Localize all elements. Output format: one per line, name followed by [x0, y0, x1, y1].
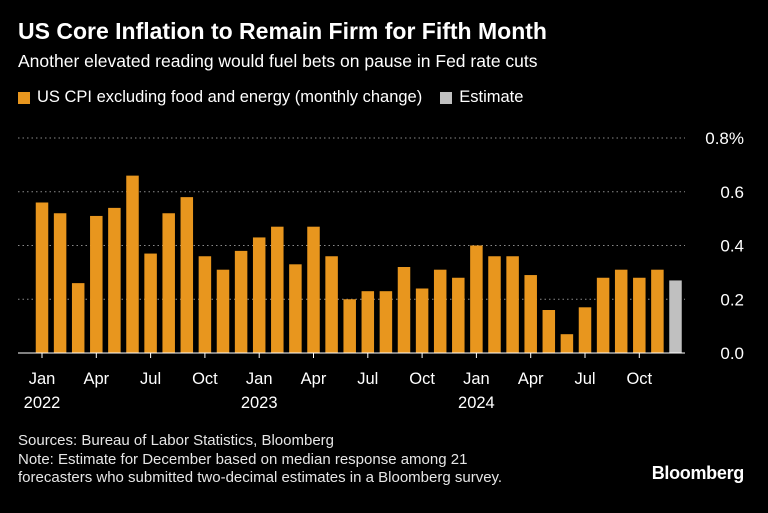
bar-cpi: [415, 288, 429, 353]
x-tick-label: Jul: [140, 370, 161, 388]
bar-cpi: [524, 275, 537, 353]
x-tick-label: Apr: [518, 370, 544, 388]
legend-swatch-estimate: [440, 91, 453, 104]
bar-cpi: [651, 269, 664, 353]
chart-title: US Core Inflation to Remain Firm for Fif…: [18, 18, 547, 44]
bar-cpi: [397, 267, 411, 353]
bar-cpi: [361, 291, 375, 353]
bar-cpi: [144, 253, 157, 353]
bar-cpi: [578, 307, 592, 353]
bar-cpi: [452, 277, 465, 353]
footer-note-line2: forecasters who submitted two-decimal es…: [18, 469, 503, 486]
x-year-label: 2022: [24, 394, 61, 412]
bar-cpi: [560, 334, 574, 353]
bar-cpi: [252, 237, 266, 353]
bar-cpi: [53, 213, 67, 353]
bar-cpi: [271, 226, 284, 353]
bar-cpi: [126, 175, 139, 354]
x-year-label: 2023: [241, 394, 278, 412]
bar-estimate: [669, 280, 682, 353]
bar-cpi: [470, 245, 483, 353]
footer-note-line1: Note: Estimate for December based on med…: [18, 450, 468, 468]
bar-cpi: [289, 264, 302, 353]
y-tick-label: 0.0: [720, 344, 744, 363]
chart-subtitle: Another elevated reading would fuel bets…: [18, 51, 538, 71]
x-tick-label: Jan: [463, 370, 490, 388]
bar-cpi: [162, 213, 175, 353]
legend-item-estimate: Estimate: [440, 88, 523, 107]
x-tick-label: Oct: [409, 370, 435, 388]
legend-swatch-cpi: [18, 91, 30, 104]
bar-cpi: [596, 277, 610, 353]
x-year-label: 2024: [458, 394, 495, 412]
bar-cpi: [433, 269, 447, 353]
bar-cpi: [216, 269, 230, 353]
x-tick-label: Oct: [192, 370, 218, 388]
bar-cpi: [506, 256, 519, 353]
legend-item-cpi: US CPI excluding food and energy (monthl…: [18, 88, 422, 107]
bar-cpi: [614, 269, 628, 353]
x-tick-label: Apr: [301, 370, 327, 388]
bar-cpi: [71, 283, 85, 354]
bar-cpi: [234, 250, 248, 354]
x-tick-label: Jan: [29, 370, 56, 388]
bar-cpi: [108, 207, 121, 354]
bar-cpi: [35, 202, 49, 353]
legend: US CPI excluding food and energy (monthl…: [18, 88, 541, 107]
footer: Sources: Bureau of Labor Statistics, Blo…: [18, 432, 502, 488]
footer-sources: Sources: Bureau of Labor Statistics, Blo…: [18, 432, 334, 449]
bar-cpi: [379, 291, 393, 353]
legend-label-cpi: US CPI excluding food and energy (monthl…: [37, 88, 423, 106]
x-tick-label: Jul: [574, 370, 595, 388]
x-tick-label: Apr: [83, 370, 109, 388]
bar-cpi: [90, 215, 103, 353]
bar-cpi: [198, 256, 212, 353]
bar-cpi: [325, 256, 338, 353]
bloomberg-logo: Bloomberg: [651, 463, 745, 483]
bar-cpi: [343, 299, 356, 353]
bar-cpi: [488, 256, 501, 353]
y-tick-label: 0.2: [720, 290, 744, 309]
x-tick-label: Jan: [246, 370, 273, 388]
bar-cpi: [180, 197, 194, 353]
y-tick-label: 0.4: [720, 237, 744, 256]
bar-cpi: [307, 226, 320, 353]
bar-cpi: [542, 310, 556, 353]
legend-label-estimate: Estimate: [459, 88, 524, 106]
x-tick-label: Jul: [357, 370, 378, 388]
y-tick-label: 0.8%: [705, 129, 744, 148]
bar-cpi: [633, 277, 646, 353]
x-tick-label: Oct: [626, 370, 652, 388]
y-tick-label: 0.6: [720, 183, 744, 202]
